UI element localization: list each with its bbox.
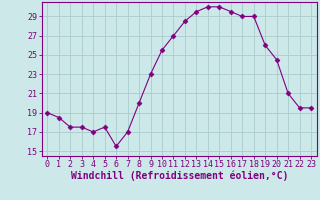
X-axis label: Windchill (Refroidissement éolien,°C): Windchill (Refroidissement éolien,°C) (70, 171, 288, 181)
